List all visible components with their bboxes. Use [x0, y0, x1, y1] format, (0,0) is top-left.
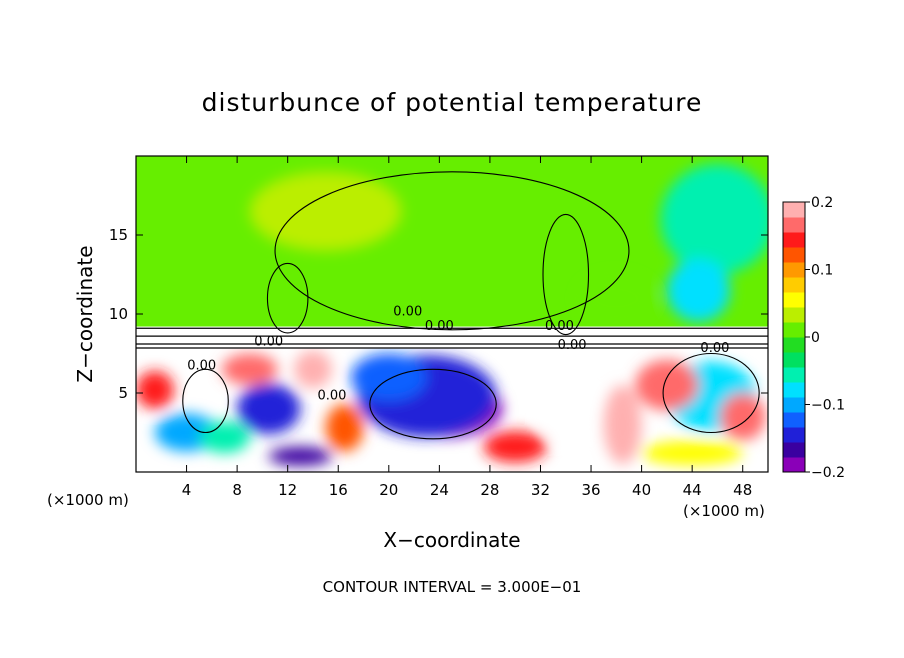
anomaly-15 — [603, 385, 642, 465]
y-tick-label-2: 15 — [109, 226, 128, 244]
anomaly-19 — [666, 258, 731, 322]
colorbar-tick-label-2: 0 — [811, 330, 820, 346]
colorbar: 0.2 0.1 0 −0.1 −0.2 — [782, 195, 845, 481]
colorbar-swatch-9 — [783, 322, 805, 338]
anomaly-8 — [136, 370, 174, 409]
colorbar-swatch-14 — [783, 247, 805, 263]
x-axis-label: X−coordinate — [383, 528, 520, 552]
y-axis-ticks: 5 10 15 — [109, 226, 768, 402]
colorbar-swatch-7 — [783, 352, 805, 368]
anomaly-13 — [540, 377, 592, 441]
anomaly-9 — [635, 359, 699, 411]
colorbar-tick-label-1: 0.1 — [811, 263, 833, 279]
anomaly-18 — [660, 163, 768, 275]
y-axis-label: Z−coordinate — [73, 245, 97, 382]
anomaly-21 — [578, 274, 655, 322]
colorbar-swatch-1 — [783, 442, 805, 458]
contour-label-3: 0.00 — [700, 341, 729, 356]
contour-label-6: 0.00 — [187, 358, 216, 373]
anomaly-20 — [249, 171, 402, 251]
anomaly-2 — [350, 353, 427, 401]
x-tick-label-7: 32 — [531, 481, 550, 499]
x-axis-ticks: 4 8 12 16 20 24 28 32 36 40 44 48 — [182, 156, 752, 499]
x-tick-label-2: 12 — [278, 481, 297, 499]
colorbar-swatch-17 — [783, 202, 805, 218]
colorbar-swatches — [783, 202, 805, 473]
contour-loop-1 — [542, 213, 590, 336]
x-tick-label-8: 36 — [581, 481, 600, 499]
x-tick-label-4: 20 — [379, 481, 398, 499]
colorbar-swatch-3 — [783, 412, 805, 428]
transition-band — [136, 326, 768, 349]
anomaly-16 — [641, 440, 743, 466]
x-tick-label-5: 24 — [430, 481, 449, 499]
chart-title: disturbunce of potential temperature — [202, 88, 703, 117]
colorbar-swatch-12 — [783, 277, 805, 293]
x-unit-label-left: (×1000 m) — [47, 491, 129, 509]
anomaly-11 — [325, 404, 364, 452]
colorbar-tick-label-4: −0.2 — [811, 465, 845, 481]
x-tick-label-10: 44 — [683, 481, 702, 499]
colorbar-swatch-13 — [783, 262, 805, 278]
colorbar-tick-label-3: −0.1 — [811, 398, 845, 414]
colorbar-swatch-4 — [783, 397, 805, 413]
y-tick-label-1: 10 — [109, 305, 128, 323]
x-tick-label-6: 28 — [480, 481, 499, 499]
x-unit-label-right: (×1000 m) — [683, 502, 765, 520]
colorbar-swatch-10 — [783, 307, 805, 323]
contour-label-2: 0.00 — [558, 338, 587, 353]
contour-label-1: 0.00 — [545, 319, 574, 334]
anomaly-14 — [199, 421, 250, 454]
contour-label-7: 0.00 — [425, 319, 454, 334]
anomaly-12 — [483, 430, 547, 463]
colorbar-swatch-5 — [783, 382, 805, 398]
contour-loop-3 — [662, 352, 760, 434]
colorbar-ticks: 0.2 0.1 0 −0.1 −0.2 — [805, 195, 845, 481]
contour-label-5: 0.00 — [317, 388, 346, 403]
contour-loop-2 — [274, 171, 630, 331]
x-tick-label-1: 8 — [232, 481, 242, 499]
anomaly-7 — [221, 353, 278, 386]
contour-loop-5 — [182, 368, 229, 434]
x-tick-label-11: 48 — [733, 481, 752, 499]
potential-temperature-field — [136, 156, 768, 472]
contour-loop-4 — [369, 368, 497, 440]
field-region-0 — [136, 156, 768, 327]
colorbar-tick-label-0: 0.2 — [811, 195, 833, 211]
anomaly-17 — [268, 446, 332, 466]
colorbar-swatch-0 — [783, 457, 805, 473]
contour-label-4: 0.00 — [254, 335, 283, 350]
contour-label-0: 0.00 — [393, 305, 422, 320]
colorbar-swatch-6 — [783, 367, 805, 383]
zero-contour-lines — [136, 171, 768, 440]
plot-area: 0.000.000.00 0.000.000.000.000.00 4 8 12 16 2… — [109, 155, 769, 499]
contour-interval-note: CONTOUR INTERVAL = 3.000E−01 — [323, 578, 582, 596]
colorbar-swatch-8 — [783, 337, 805, 353]
y-tick-label-0: 5 — [118, 384, 128, 402]
contour-labels: 0.000.000.00 0.000.000.000.000.00 — [187, 305, 729, 404]
colorbar-swatch-2 — [783, 427, 805, 443]
x-tick-label-0: 4 — [182, 481, 192, 499]
anomaly-6 — [294, 350, 332, 389]
field-anomalies — [136, 163, 768, 466]
anomaly-5 — [237, 383, 301, 435]
contour-loop-0 — [266, 262, 309, 334]
x-tick-label-3: 16 — [329, 481, 348, 499]
colorbar-swatch-15 — [783, 232, 805, 248]
colorbar-swatch-16 — [783, 217, 805, 233]
colorbar-swatch-11 — [783, 292, 805, 308]
x-tick-label-9: 40 — [632, 481, 651, 499]
